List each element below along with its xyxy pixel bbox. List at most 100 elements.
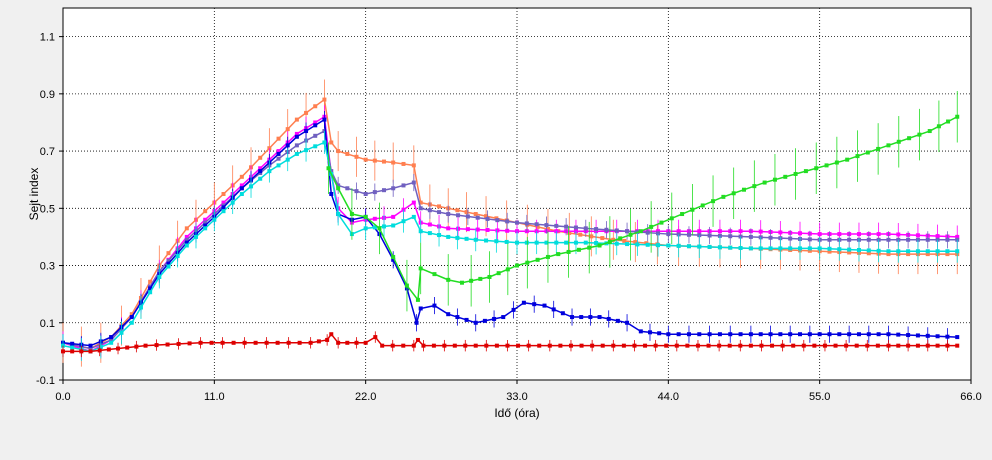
data-point: [230, 200, 235, 205]
data-point: [391, 186, 396, 191]
data-point: [485, 216, 490, 221]
data-point: [955, 335, 960, 340]
data-point: [907, 136, 912, 141]
data-point: [345, 340, 350, 345]
data-point: [442, 343, 447, 348]
data-point: [697, 229, 702, 234]
data-point: [686, 332, 691, 337]
data-point: [807, 332, 812, 337]
data-point: [906, 237, 911, 242]
data-point: [638, 229, 643, 234]
data-point: [697, 244, 702, 249]
data-point: [690, 207, 695, 212]
data-point: [564, 224, 569, 229]
data-point: [455, 315, 460, 320]
data-point: [482, 318, 487, 323]
data-point: [354, 340, 359, 345]
data-point: [759, 343, 764, 348]
data-point: [495, 228, 500, 233]
data-point: [817, 332, 822, 337]
data-point: [505, 228, 510, 233]
data-point: [728, 245, 733, 250]
data-point: [906, 343, 911, 348]
data-point: [276, 149, 281, 154]
data-point: [313, 123, 318, 128]
data-point: [437, 210, 442, 215]
data-point: [886, 249, 891, 254]
data-point: [421, 343, 426, 348]
data-point: [817, 232, 822, 237]
data-point: [955, 249, 960, 254]
data-point: [752, 184, 757, 189]
data-point: [666, 332, 671, 337]
data-point: [607, 239, 612, 244]
data-point: [221, 200, 226, 205]
data-point: [896, 343, 901, 348]
data-point: [521, 300, 526, 305]
data-point: [728, 332, 733, 337]
data-point: [896, 232, 901, 237]
data-point: [494, 343, 499, 348]
data-point: [505, 219, 510, 224]
data-point: [676, 243, 681, 248]
data-point: [935, 334, 940, 339]
data-point: [827, 246, 832, 251]
data-point: [456, 226, 461, 231]
data-point: [418, 200, 423, 205]
data-point: [363, 214, 368, 219]
data-point: [411, 343, 416, 348]
data-point: [597, 315, 602, 320]
data-point: [432, 272, 437, 277]
data-point: [452, 343, 457, 348]
data-point: [313, 104, 318, 109]
data-point: [554, 223, 559, 228]
data-point: [731, 191, 736, 196]
data-point: [203, 217, 208, 222]
data-point: [566, 249, 571, 254]
data-point: [239, 174, 244, 179]
data-point: [411, 214, 416, 219]
data-point: [573, 225, 578, 230]
data-point: [242, 340, 247, 345]
data-point: [391, 254, 396, 259]
data-point: [372, 225, 377, 230]
data-point: [258, 169, 263, 174]
data-point: [788, 246, 793, 251]
data-point: [632, 343, 637, 348]
data-point: [834, 160, 839, 165]
data-point: [656, 243, 661, 248]
data-point: [166, 251, 171, 256]
data-point: [618, 236, 623, 241]
data-point: [666, 232, 671, 237]
data-point: [418, 206, 423, 211]
data-point: [285, 157, 290, 162]
data-point: [336, 212, 341, 217]
data-point: [717, 343, 722, 348]
data-point: [322, 140, 327, 145]
data-point: [258, 155, 263, 160]
data-point: [469, 278, 474, 283]
data-point: [494, 239, 499, 244]
data-point: [294, 151, 299, 156]
data-point: [676, 332, 681, 337]
data-point: [625, 229, 630, 234]
data-point: [525, 260, 530, 265]
data-point: [807, 248, 812, 253]
data-point: [465, 214, 470, 219]
data-point: [674, 343, 679, 348]
data-point: [427, 208, 432, 213]
series-6: [326, 90, 960, 312]
data-point: [768, 332, 773, 337]
data-point: [308, 340, 313, 345]
data-point: [925, 249, 930, 254]
series-7: [61, 331, 960, 358]
data-point: [579, 315, 584, 320]
data-point: [664, 343, 669, 348]
data-point: [455, 208, 460, 213]
data-point: [645, 242, 650, 247]
data-point: [945, 334, 950, 339]
data-point: [927, 129, 932, 134]
data-point: [329, 332, 334, 337]
data-point: [322, 97, 327, 102]
data-point: [372, 216, 377, 221]
